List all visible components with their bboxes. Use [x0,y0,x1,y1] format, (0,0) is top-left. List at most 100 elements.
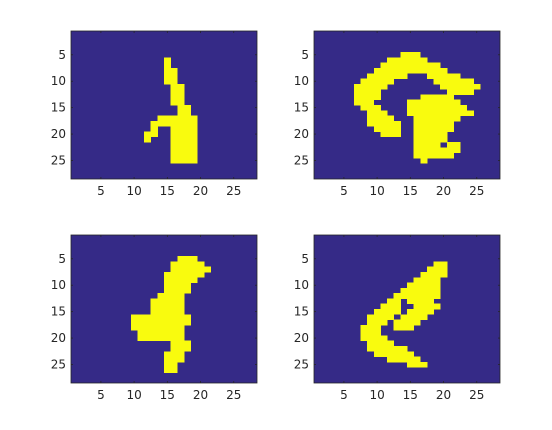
pixel-run [137,335,185,342]
pixel-run [164,68,178,74]
x-tick-label: 5 [340,388,348,402]
x-tick-label: 20 [193,184,208,198]
pixel-run [353,83,388,90]
pixel-run [373,351,415,357]
pixel-run [413,142,441,148]
pixel-run [367,110,388,116]
y-tick-label: 10 [294,74,309,88]
pixel-run [400,287,441,294]
pixel-run [170,261,205,268]
pixel-run [177,110,191,116]
x-tick-label: 5 [97,184,105,198]
y-tick-label: 15 [51,305,66,319]
pixel-run [164,351,185,357]
pixel-run [170,131,198,138]
pixel-run [360,335,388,342]
pixel-run [380,62,441,69]
pixel-run [170,126,198,132]
y-tick-label: 5 [301,252,309,266]
x-tick-label: 10 [126,184,141,198]
x-tick-label: 15 [403,388,418,402]
pixel-run [353,89,381,95]
ticks-bottom-right: 5 10 15 20 25 5 10 15 20 25 [294,235,500,402]
x-tick-label: 15 [160,184,175,198]
x-tick-label: 25 [226,388,241,402]
pixel-run [407,361,428,368]
pixel-run [164,78,178,85]
pixel-run [433,261,448,268]
axes-frame-bottom-right [313,234,501,384]
image-bottom-left [71,235,257,383]
pixel-run [373,309,401,315]
pixel-run [367,319,388,326]
pixel-run [407,309,434,315]
y-tick-label: 25 [294,358,309,372]
pixel-run [164,277,198,283]
pixel-run [367,73,408,79]
pixel-run [420,157,428,164]
y-tick-label: 20 [51,331,66,345]
axes-frame-top-right [313,30,501,180]
y-tick-label: 25 [294,154,309,168]
axes-frame-top-left [70,30,258,180]
pixel-run [393,324,415,331]
pixel-run [353,99,375,106]
pixel-run [373,126,401,132]
pixel-run [413,152,454,159]
x-tick-label: 20 [436,184,451,198]
x-tick-label: 25 [226,184,241,198]
pixel-run [164,287,191,294]
image-top-right [314,31,500,179]
pixel-run [407,105,468,111]
pixel-run [150,120,198,127]
image-background [71,31,257,179]
pixel-run [400,314,428,320]
pixel-run [367,314,395,320]
pixel-run [420,94,454,101]
pixel-run [150,309,185,315]
pixel-run [440,83,481,90]
pixel-run [360,324,381,331]
pixel-run [426,266,448,273]
pixel-run [393,319,421,326]
x-tick-label: 20 [436,388,451,402]
y-tick-label: 5 [58,252,66,266]
pixel-run [177,256,198,262]
pixel-run [413,303,441,310]
x-tick-label: 5 [97,388,105,402]
pixel-run [170,83,185,90]
pixel-run [387,298,401,305]
x-tick-label: 25 [469,184,484,198]
pixel-run [157,115,198,122]
pixel-run [413,136,448,143]
pixel-run [367,340,395,347]
image-bottom-right [314,235,500,383]
pixel-run [426,73,461,79]
pixel-run [170,89,185,95]
x-tick-label: 15 [160,388,175,402]
y-tick-label: 15 [294,305,309,319]
y-tick-label: 5 [301,48,309,62]
pixel-run [130,324,185,331]
pixel-run [433,78,474,85]
pixel-run [164,282,191,289]
x-tick-label: 10 [369,184,384,198]
pixel-run [164,272,205,278]
image-top-left [71,31,257,179]
pixel-run [387,57,428,64]
pixel-run [164,356,185,363]
x-tick-label: 25 [469,388,484,402]
y-tick-label: 15 [51,101,66,115]
pixel-run [353,94,381,101]
pixel-run [360,330,381,336]
pixel-run [130,314,191,320]
pixel-run [367,115,395,122]
pixel-run [446,89,474,95]
pixel-run [373,68,448,74]
pixel-run [407,298,434,305]
pixel-run [360,78,395,85]
pixel-run [170,94,185,101]
pixel-run [413,277,441,283]
ticks-top-left: 5 10 15 20 25 5 10 15 20 25 [51,31,257,198]
pixel-run [407,99,461,106]
